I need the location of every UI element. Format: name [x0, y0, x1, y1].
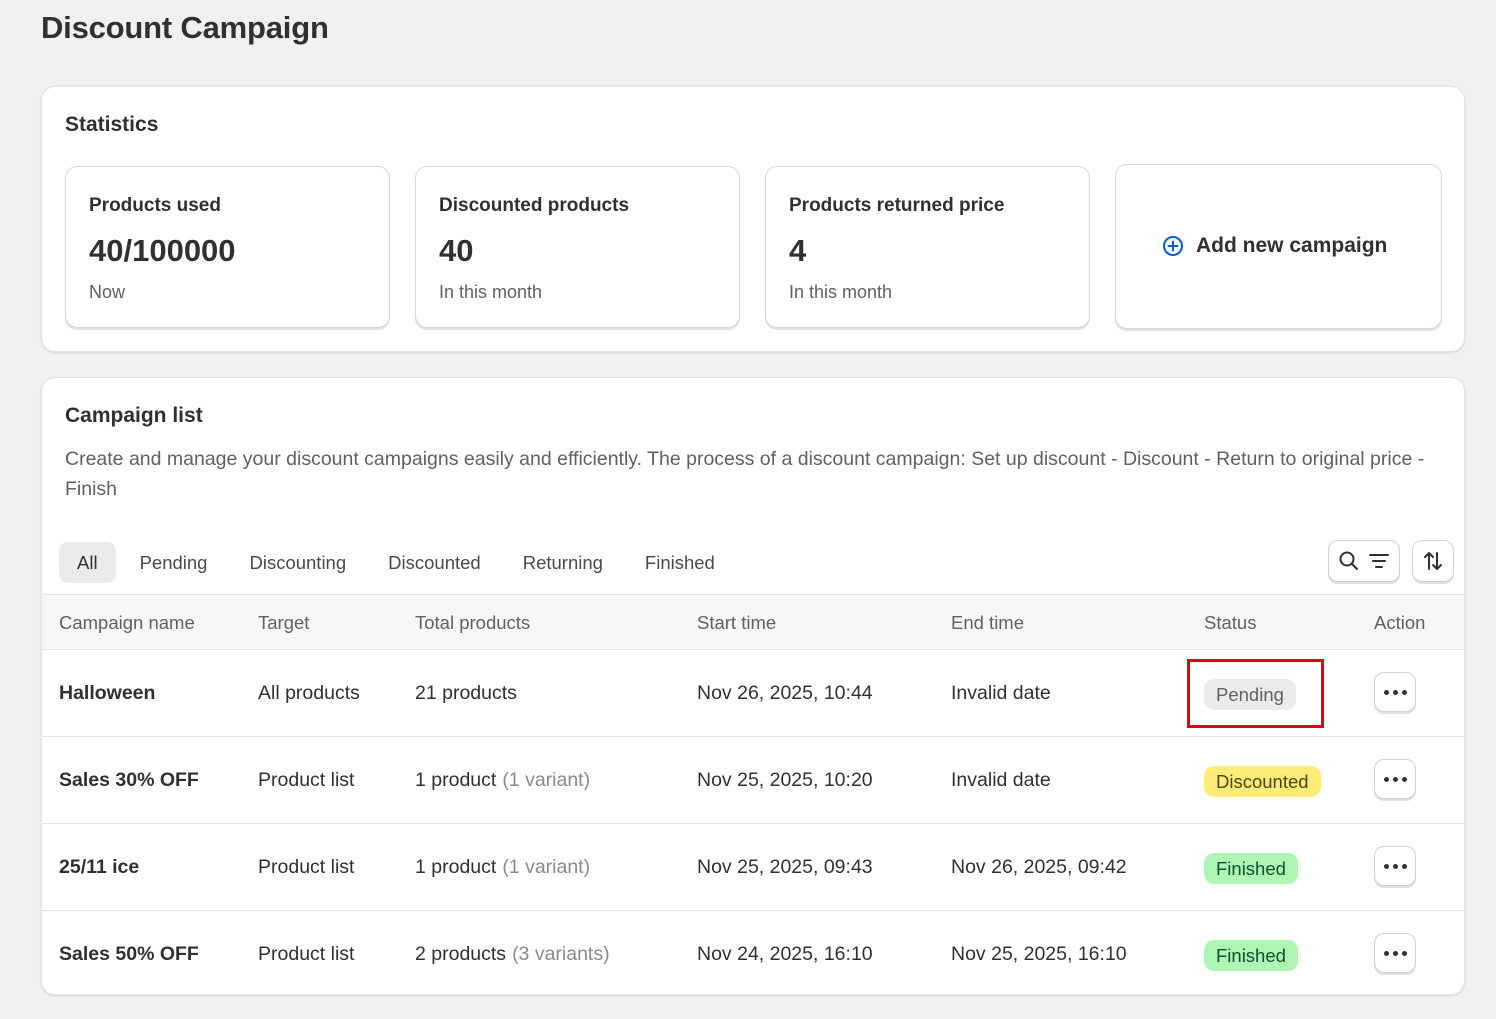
status-badge: Pending [1204, 679, 1296, 710]
campaign-name[interactable]: 25/11 ice [59, 856, 140, 878]
campaign-total-products: 21 products [415, 682, 523, 705]
stat-value: 40 [439, 233, 474, 268]
products-count: 2 products [415, 943, 507, 965]
column-header-action: Action [1374, 612, 1426, 633]
column-header-end-time[interactable]: End time [951, 612, 1025, 633]
more-icon [1383, 950, 1407, 956]
table-row[interactable]: 25/11 ice Product list 1 product (1 varia… [42, 824, 1464, 911]
campaign-start-time: Nov 26, 2025, 10:44 [697, 682, 873, 704]
add-campaign-label: Add new campaign [1196, 234, 1388, 257]
campaign-target: Product list [258, 769, 355, 791]
more-icon [1383, 863, 1407, 869]
table-row[interactable]: Sales 30% OFF Product list 1 product (1 v… [42, 737, 1464, 824]
statistics-title: Statistics [65, 113, 159, 136]
plus-circle-icon [1163, 236, 1183, 256]
stat-sub: In this month [439, 282, 543, 302]
campaign-name[interactable]: Sales 30% OFF [59, 769, 199, 791]
campaign-end-time: Invalid date [951, 769, 1051, 791]
stat-sub: In this month [789, 282, 893, 302]
campaign-name[interactable]: Sales 50% OFF [59, 943, 199, 965]
campaign-total-products: 1 product (1 variant) [415, 856, 590, 879]
column-header-target[interactable]: Target [258, 612, 310, 633]
stat-value: 4 [789, 233, 807, 268]
column-header-status[interactable]: Status [1204, 612, 1257, 633]
highlight-box [1187, 659, 1324, 728]
variants-count: (3 variants) [512, 943, 610, 965]
tab-all[interactable]: All [59, 542, 116, 583]
campaign-list-title: Campaign list [65, 404, 203, 427]
status-tabs: All Pending Discounting Discounted Retur… [59, 542, 736, 583]
add-new-campaign-button[interactable]: Add new campaign [1115, 164, 1442, 329]
stat-label: Products used [89, 195, 221, 216]
tab-pending[interactable]: Pending [139, 551, 208, 573]
products-count: 21 products [415, 682, 517, 704]
tab-discounting[interactable]: Discounting [249, 551, 347, 573]
campaign-target: Product list [258, 856, 355, 878]
column-header-start-time[interactable]: Start time [697, 612, 777, 633]
stat-sub: Now [89, 282, 126, 302]
campaign-total-products: 2 products (3 variants) [415, 943, 610, 966]
campaign-target: Product list [258, 943, 355, 965]
variants-count: (1 variant) [502, 856, 591, 878]
stat-label: Products returned price [789, 195, 1005, 216]
campaign-start-time: Nov 25, 2025, 10:20 [697, 769, 873, 791]
status-badge: Finished [1204, 940, 1298, 971]
table-row[interactable]: Sales 50% OFF Product list 2 products (3 … [42, 911, 1464, 994]
campaign-total-products: 1 product (1 variant) [415, 769, 590, 792]
column-header-campaign-name[interactable]: Campaign name [59, 612, 195, 633]
search-filter-button[interactable] [1328, 540, 1400, 582]
more-icon [1383, 776, 1407, 782]
statistics-card: Statistics Products used 40/100000 Now D… [41, 86, 1465, 352]
campaign-name[interactable]: Halloween [59, 682, 156, 704]
stat-value: 40/100000 [89, 233, 236, 268]
status-badge: Finished [1204, 853, 1298, 884]
table-header: Campaign name Target Total products Star… [42, 594, 1464, 650]
table-row[interactable]: Halloween All products 21 products Nov 2… [42, 650, 1464, 737]
stat-products-returned: Products returned price 4 In this month [765, 166, 1090, 328]
row-actions-button[interactable] [1374, 672, 1416, 712]
stat-discounted-products: Discounted products 40 In this month [415, 166, 740, 328]
tab-returning[interactable]: Returning [522, 551, 603, 573]
column-header-total-products[interactable]: Total products [415, 612, 531, 633]
products-count: 1 product [415, 856, 497, 878]
campaign-list-description: Create and manage your discount campaign… [65, 448, 1425, 500]
campaign-start-time: Nov 25, 2025, 09:43 [697, 856, 873, 878]
stat-products-used: Products used 40/100000 Now [65, 166, 390, 328]
campaign-list-card: Campaign list Create and manage your dis… [41, 377, 1465, 995]
campaign-end-time: Nov 25, 2025, 16:10 [951, 943, 1127, 965]
sort-button[interactable] [1412, 540, 1454, 582]
search-icon [1339, 551, 1358, 570]
tab-discounted[interactable]: Discounted [388, 551, 481, 573]
variants-count: (1 variant) [502, 769, 591, 791]
campaign-end-time: Nov 26, 2025, 09:42 [951, 856, 1127, 878]
campaign-target: All products [258, 682, 360, 704]
row-actions-button[interactable] [1374, 759, 1416, 799]
more-icon [1383, 689, 1407, 695]
tab-finished[interactable]: Finished [644, 551, 715, 573]
filter-icon [1369, 554, 1389, 568]
row-actions-button[interactable] [1374, 846, 1416, 886]
row-actions-button[interactable] [1374, 933, 1416, 973]
campaign-start-time: Nov 24, 2025, 16:10 [697, 943, 873, 965]
page-title: Discount Campaign [41, 10, 329, 45]
add-campaign-content: Add new campaign [1162, 234, 1387, 258]
campaign-end-time: Invalid date [951, 682, 1051, 704]
status-badge: Discounted [1204, 766, 1321, 797]
products-count: 1 product [415, 769, 497, 791]
sort-icon [1424, 552, 1442, 570]
stat-label: Discounted products [439, 195, 630, 216]
